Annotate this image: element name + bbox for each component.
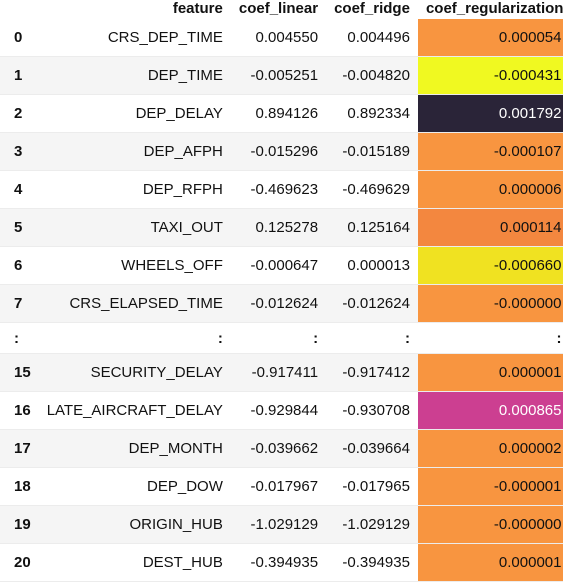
coef-regularization-cell: -0.000000 (417, 505, 563, 544)
coef-ridge-cell: -0.004820 (326, 56, 418, 95)
coef-linear-cell: -0.005251 (230, 56, 327, 95)
row-index: 18 (0, 467, 39, 506)
table-row: 17 DEP_MONTH -0.039662 -0.039664 0.000002 (0, 429, 563, 468)
coef-linear-cell: : (230, 322, 327, 354)
row-index: 3 (0, 132, 39, 171)
feature-cell: DEP_TIME (38, 56, 231, 95)
table-row: ::::: (0, 322, 563, 354)
header-row: feature coef_linear coef_ridge coef_regu… (0, 0, 563, 19)
coef-regularization-cell: : (417, 322, 563, 354)
coef-linear-cell: -0.000647 (230, 246, 327, 285)
row-index: : (0, 322, 39, 354)
feature-cell: SECURITY_DELAY (38, 353, 231, 392)
coef-ridge-cell: -0.930708 (326, 391, 418, 430)
feature-cell: CRS_ELAPSED_TIME (38, 284, 231, 323)
table-row: 1 DEP_TIME -0.005251 -0.004820 -0.000431 (0, 56, 563, 95)
coef-linear-cell: 0.894126 (230, 94, 327, 133)
coef-linear-cell: -1.029129 (230, 505, 327, 544)
coef-ridge-cell: -0.394935 (326, 543, 418, 582)
coef-ridge-cell: -0.012624 (326, 284, 418, 323)
coef-linear-cell: -0.039662 (230, 429, 327, 468)
feature-cell: : (38, 322, 231, 354)
header-coef-linear: coef_linear (238, 0, 319, 17)
coef-regularization-cell: -0.000000 (417, 284, 563, 323)
table-row: 18 DEP_DOW -0.017967 -0.017965 -0.000001 (0, 467, 563, 506)
coef-linear-cell: 0.125278 (230, 208, 327, 247)
header-coef-regularization: coef_regularization (425, 0, 563, 17)
coef-ridge-cell: -0.469629 (326, 170, 418, 209)
feature-cell: WHEELS_OFF (38, 246, 231, 285)
row-index: 5 (0, 208, 39, 247)
row-index: 1 (0, 56, 39, 95)
coef-regularization-cell: 0.000054 (417, 19, 563, 57)
coef-ridge-cell: -0.015189 (326, 132, 418, 171)
coef-regularization-cell: 0.001792 (417, 94, 563, 133)
table-row: 3 DEP_AFPH -0.015296 -0.015189 -0.000107 (0, 132, 563, 171)
table-row: 19 ORIGIN_HUB -1.029129 -1.029129 -0.000000 (0, 505, 563, 544)
coef-linear-cell: -0.394935 (230, 543, 327, 582)
feature-cell: ORIGIN_HUB (38, 505, 231, 544)
header-feature: feature (172, 0, 223, 17)
feature-cell: DEP_DELAY (38, 94, 231, 133)
feature-cell: DEST_HUB (38, 543, 231, 582)
coef-ridge-cell: -0.917412 (326, 353, 418, 392)
table-row: 16 LATE_AIRCRAFT_DELAY -0.929844 -0.930708 0… (0, 391, 563, 430)
table-row: 0 CRS_DEP_TIME 0.004550 0.004496 0.000054 (0, 19, 563, 57)
header-index (0, 0, 39, 19)
row-index: 17 (0, 429, 39, 468)
coef-regularization-cell: 0.000002 (417, 429, 563, 468)
coef-regularization-cell: -0.000001 (417, 467, 563, 506)
coef-ridge-cell: 0.892334 (326, 94, 418, 133)
coef-linear-cell: -0.012624 (230, 284, 327, 323)
row-index: 19 (0, 505, 39, 544)
coef-ridge-cell: 0.000013 (326, 246, 418, 285)
row-index: 20 (0, 543, 39, 582)
table-row: 5 TAXI_OUT 0.125278 0.125164 0.000114 (0, 208, 563, 247)
feature-cell: TAXI_OUT (38, 208, 231, 247)
coef-ridge-cell: -0.039664 (326, 429, 418, 468)
row-index: 0 (0, 19, 39, 57)
feature-cell: DEP_AFPH (38, 132, 231, 171)
header-coef-ridge: coef_ridge (334, 0, 410, 17)
coef-regularization-cell: 0.000865 (417, 391, 563, 430)
coef-ridge-cell: -1.029129 (326, 505, 418, 544)
coef-ridge-cell: : (326, 322, 418, 354)
coef-regularization-cell: 0.000114 (417, 208, 563, 247)
feature-cell: DEP_DOW (38, 467, 231, 506)
coef-linear-cell: -0.469623 (230, 170, 327, 209)
table-body: 0 CRS_DEP_TIME 0.004550 0.004496 0.000054 1 DE… (0, 19, 563, 582)
table-row: 15 SECURITY_DELAY -0.917411 -0.917412 0.0000… (0, 353, 563, 392)
table-row: 6 WHEELS_OFF -0.000647 0.000013 -0.000660 (0, 246, 563, 285)
coef-linear-cell: 0.004550 (230, 19, 327, 57)
coef-regularization-cell: 0.000001 (417, 543, 563, 582)
table-row: 2 DEP_DELAY 0.894126 0.892334 0.001792 (0, 94, 563, 133)
coef-linear-cell: -0.017967 (230, 467, 327, 506)
coef-ridge-cell: 0.004496 (326, 19, 418, 57)
coef-regularization-cell: -0.000660 (417, 246, 563, 285)
coef-linear-cell: -0.917411 (230, 353, 327, 392)
coef-linear-cell: -0.015296 (230, 132, 327, 171)
feature-cell: CRS_DEP_TIME (38, 19, 231, 57)
row-index: 15 (0, 353, 39, 392)
coef-ridge-cell: -0.017965 (326, 467, 418, 506)
feature-cell: LATE_AIRCRAFT_DELAY (38, 391, 231, 430)
feature-cell: DEP_RFPH (38, 170, 231, 209)
coef-ridge-cell: 0.125164 (326, 208, 418, 247)
feature-cell: DEP_MONTH (38, 429, 231, 468)
row-index: 2 (0, 94, 39, 133)
table-row: 7 CRS_ELAPSED_TIME -0.012624 -0.012624 -0.00… (0, 284, 563, 323)
coef-regularization-cell: 0.000001 (417, 353, 563, 392)
coef-linear-cell: -0.929844 (230, 391, 327, 430)
row-index: 4 (0, 170, 39, 209)
row-index: 7 (0, 284, 39, 323)
row-index: 16 (0, 391, 39, 430)
coef-regularization-cell: -0.000107 (417, 132, 563, 171)
table-row: 20 DEST_HUB -0.394935 -0.394935 0.000001 (0, 543, 563, 582)
coef-regularization-cell: -0.000431 (417, 56, 563, 95)
table-row: 4 DEP_RFPH -0.469623 -0.469629 0.000006 (0, 170, 563, 209)
row-index: 6 (0, 246, 39, 285)
coef-regularization-cell: 0.000006 (417, 170, 563, 209)
